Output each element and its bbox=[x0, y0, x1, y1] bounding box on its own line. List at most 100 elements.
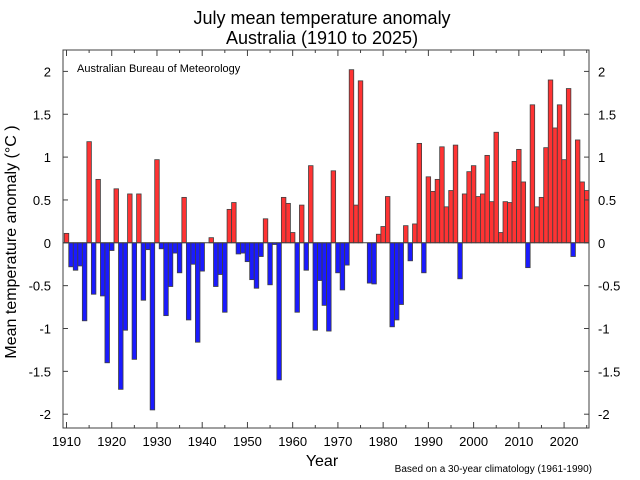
bar-1928 bbox=[145, 242, 151, 251]
bar-1981 bbox=[385, 196, 391, 244]
bar-1924 bbox=[127, 193, 133, 244]
bar-1967 bbox=[321, 242, 327, 306]
bar-1955 bbox=[267, 242, 273, 286]
bar-1999 bbox=[466, 171, 472, 244]
bar-1957 bbox=[276, 242, 282, 381]
x-tick-label: 1920 bbox=[97, 434, 126, 449]
bar-1934 bbox=[172, 242, 178, 254]
bar-2002 bbox=[479, 193, 486, 244]
bar-1910 bbox=[63, 232, 70, 244]
bar-2011 bbox=[520, 181, 527, 244]
bar-1949 bbox=[240, 242, 246, 254]
bar-1965 bbox=[312, 242, 318, 331]
y-tick-label-right: 2 bbox=[598, 64, 605, 79]
bar-1959 bbox=[285, 202, 291, 244]
bar-1978 bbox=[371, 242, 377, 285]
y-tick-label-left: 0.5 bbox=[33, 193, 51, 208]
bar-1935 bbox=[176, 242, 183, 274]
bar-1985 bbox=[403, 225, 409, 244]
bar-1998 bbox=[461, 193, 468, 244]
plot-frame bbox=[62, 49, 590, 429]
bar-2007 bbox=[502, 201, 508, 244]
y-tick-label-left: 1.5 bbox=[33, 107, 51, 122]
bar-1946 bbox=[226, 208, 233, 244]
bar-1992 bbox=[434, 178, 441, 244]
bar-1919 bbox=[104, 242, 110, 364]
x-tick-label: 1910 bbox=[52, 434, 81, 449]
bar-1933 bbox=[167, 242, 174, 287]
bar-2008 bbox=[507, 202, 513, 244]
bar-1996 bbox=[452, 144, 459, 244]
bar-1927 bbox=[140, 242, 147, 301]
bar-1929 bbox=[149, 242, 156, 411]
y-tick-label-left: -1 bbox=[39, 322, 51, 337]
bar-1971 bbox=[339, 242, 346, 291]
bar-2000 bbox=[470, 165, 477, 244]
bar-2022 bbox=[570, 242, 576, 257]
bar-2019 bbox=[556, 104, 563, 244]
bar-1931 bbox=[158, 242, 165, 250]
bar-1983 bbox=[394, 242, 400, 321]
bar-1962 bbox=[299, 204, 305, 244]
bar-1994 bbox=[443, 206, 450, 244]
x-tick-label: 1960 bbox=[278, 434, 307, 449]
bar-1973 bbox=[348, 69, 355, 244]
bar-2018 bbox=[552, 127, 558, 244]
y-axis-ticks: 2 2 1.5 1.5 1 1 0.5 0.5 0 0 -0.5 -0.5 -1 -1 -1.5 -1.5 -2… bbox=[29, 64, 621, 422]
bar-1922 bbox=[118, 242, 124, 390]
bar-1961 bbox=[294, 242, 300, 313]
bar-1979 bbox=[375, 233, 382, 244]
bar-1918 bbox=[100, 242, 106, 297]
bar-1987 bbox=[412, 223, 418, 244]
chart-title: July mean temperature anomaly bbox=[193, 8, 450, 28]
bar-2017 bbox=[547, 79, 554, 244]
y-tick-label-right: 1.5 bbox=[598, 107, 616, 122]
bar-1970 bbox=[335, 242, 341, 274]
x-tick-label: 1950 bbox=[233, 434, 262, 449]
bar-1989 bbox=[421, 242, 427, 274]
bar-1993 bbox=[439, 146, 445, 244]
bar-1925 bbox=[131, 242, 138, 360]
bar-1954 bbox=[262, 218, 269, 244]
bar-1912 bbox=[72, 242, 79, 271]
bar-1921 bbox=[113, 188, 119, 244]
bar-1920 bbox=[109, 242, 115, 251]
bar-1914 bbox=[81, 242, 88, 322]
bar-1932 bbox=[163, 242, 169, 317]
bar-1939 bbox=[195, 242, 201, 343]
bar-2012 bbox=[525, 242, 531, 269]
x-tick-label: 1970 bbox=[323, 434, 352, 449]
bar-1940 bbox=[199, 242, 205, 272]
bar-1991 bbox=[430, 190, 436, 244]
bar-1969 bbox=[330, 170, 337, 244]
bar-2023 bbox=[574, 139, 581, 244]
bar-1963 bbox=[303, 242, 309, 271]
bar-2004 bbox=[489, 201, 495, 244]
y-tick-label-left: 0 bbox=[44, 236, 51, 251]
x-tick-label: 1990 bbox=[414, 434, 443, 449]
bar-1948 bbox=[235, 242, 242, 255]
bar-1915 bbox=[86, 141, 92, 244]
bar-1945 bbox=[222, 242, 228, 313]
bar-1980 bbox=[380, 226, 386, 244]
bar-1968 bbox=[326, 242, 332, 332]
bar-1972 bbox=[344, 242, 350, 266]
x-tick-label: 2020 bbox=[550, 434, 579, 449]
bar-1926 bbox=[136, 193, 142, 244]
bar-2005 bbox=[493, 131, 499, 244]
bar-1913 bbox=[77, 242, 83, 267]
footnote: Based on a 30-year climatology (1961-199… bbox=[395, 464, 592, 475]
y-tick-label-right: 0.5 bbox=[598, 193, 616, 208]
x-tick-label: 1980 bbox=[369, 434, 398, 449]
bar-2016 bbox=[543, 147, 549, 244]
bar-1923 bbox=[122, 242, 128, 331]
bar-1997 bbox=[457, 242, 463, 280]
x-axis-ticks: 1910 1920 1930 1940 1950 1960 1970 1980 1990 2000… bbox=[52, 50, 588, 449]
bar-1953 bbox=[258, 242, 264, 257]
bar-1984 bbox=[398, 242, 404, 305]
bar-2003 bbox=[484, 154, 490, 244]
y-tick-label-left: -1.5 bbox=[29, 364, 51, 379]
bar-1936 bbox=[181, 196, 187, 244]
bar-1977 bbox=[366, 242, 373, 284]
